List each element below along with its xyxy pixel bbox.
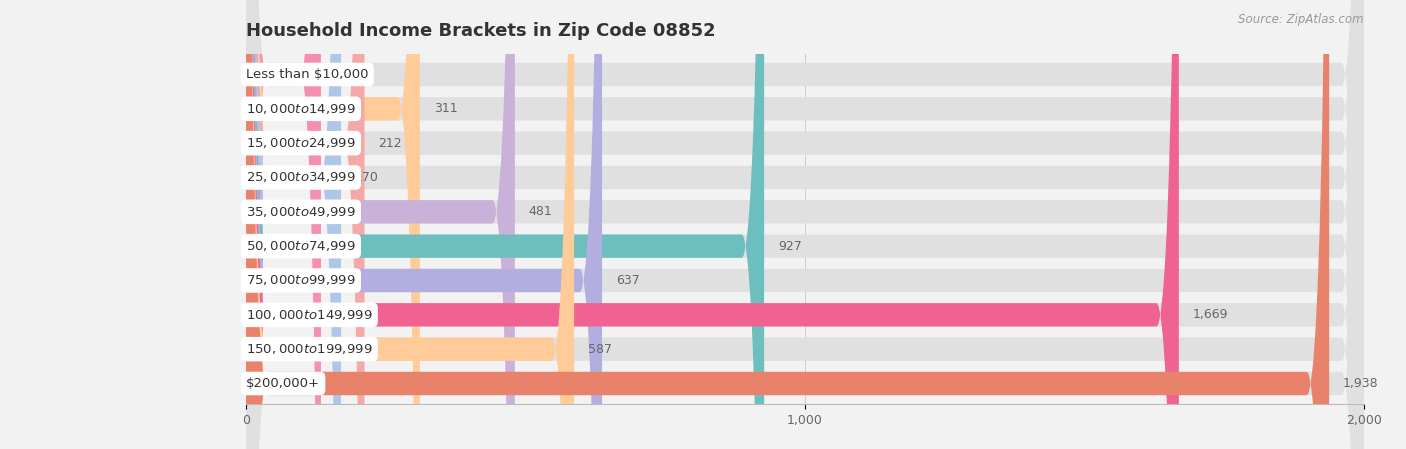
FancyBboxPatch shape bbox=[246, 0, 1364, 449]
Text: Household Income Brackets in Zip Code 08852: Household Income Brackets in Zip Code 08… bbox=[246, 22, 716, 40]
FancyBboxPatch shape bbox=[246, 0, 420, 449]
Text: 170: 170 bbox=[356, 171, 378, 184]
Text: 637: 637 bbox=[616, 274, 640, 287]
FancyBboxPatch shape bbox=[246, 0, 1364, 449]
Text: 134: 134 bbox=[335, 68, 359, 81]
Text: $150,000 to $199,999: $150,000 to $199,999 bbox=[246, 342, 373, 356]
Text: $50,000 to $74,999: $50,000 to $74,999 bbox=[246, 239, 356, 253]
FancyBboxPatch shape bbox=[246, 0, 342, 449]
Text: Source: ZipAtlas.com: Source: ZipAtlas.com bbox=[1239, 13, 1364, 26]
Text: $10,000 to $14,999: $10,000 to $14,999 bbox=[246, 102, 356, 116]
FancyBboxPatch shape bbox=[246, 0, 1364, 449]
Text: 927: 927 bbox=[778, 240, 801, 253]
Text: 1,938: 1,938 bbox=[1343, 377, 1379, 390]
Text: 587: 587 bbox=[588, 343, 612, 356]
FancyBboxPatch shape bbox=[246, 0, 1364, 449]
FancyBboxPatch shape bbox=[246, 0, 1364, 449]
Text: $15,000 to $24,999: $15,000 to $24,999 bbox=[246, 136, 356, 150]
FancyBboxPatch shape bbox=[246, 0, 763, 449]
Text: 481: 481 bbox=[529, 205, 553, 218]
FancyBboxPatch shape bbox=[246, 0, 1364, 449]
FancyBboxPatch shape bbox=[246, 0, 321, 449]
FancyBboxPatch shape bbox=[246, 0, 602, 449]
FancyBboxPatch shape bbox=[246, 0, 574, 449]
FancyBboxPatch shape bbox=[246, 0, 1364, 449]
FancyBboxPatch shape bbox=[246, 0, 1364, 449]
Text: $100,000 to $149,999: $100,000 to $149,999 bbox=[246, 308, 373, 322]
Text: $25,000 to $34,999: $25,000 to $34,999 bbox=[246, 171, 356, 185]
FancyBboxPatch shape bbox=[246, 0, 515, 449]
Text: Less than $10,000: Less than $10,000 bbox=[246, 68, 368, 81]
Text: $200,000+: $200,000+ bbox=[246, 377, 321, 390]
Text: 212: 212 bbox=[378, 136, 402, 150]
Text: 1,669: 1,669 bbox=[1192, 308, 1229, 321]
FancyBboxPatch shape bbox=[246, 0, 1364, 449]
FancyBboxPatch shape bbox=[246, 0, 1329, 449]
FancyBboxPatch shape bbox=[246, 0, 1364, 449]
Text: $35,000 to $49,999: $35,000 to $49,999 bbox=[246, 205, 356, 219]
FancyBboxPatch shape bbox=[246, 0, 1178, 449]
Text: $75,000 to $99,999: $75,000 to $99,999 bbox=[246, 273, 356, 287]
Text: 311: 311 bbox=[434, 102, 457, 115]
FancyBboxPatch shape bbox=[246, 0, 364, 449]
